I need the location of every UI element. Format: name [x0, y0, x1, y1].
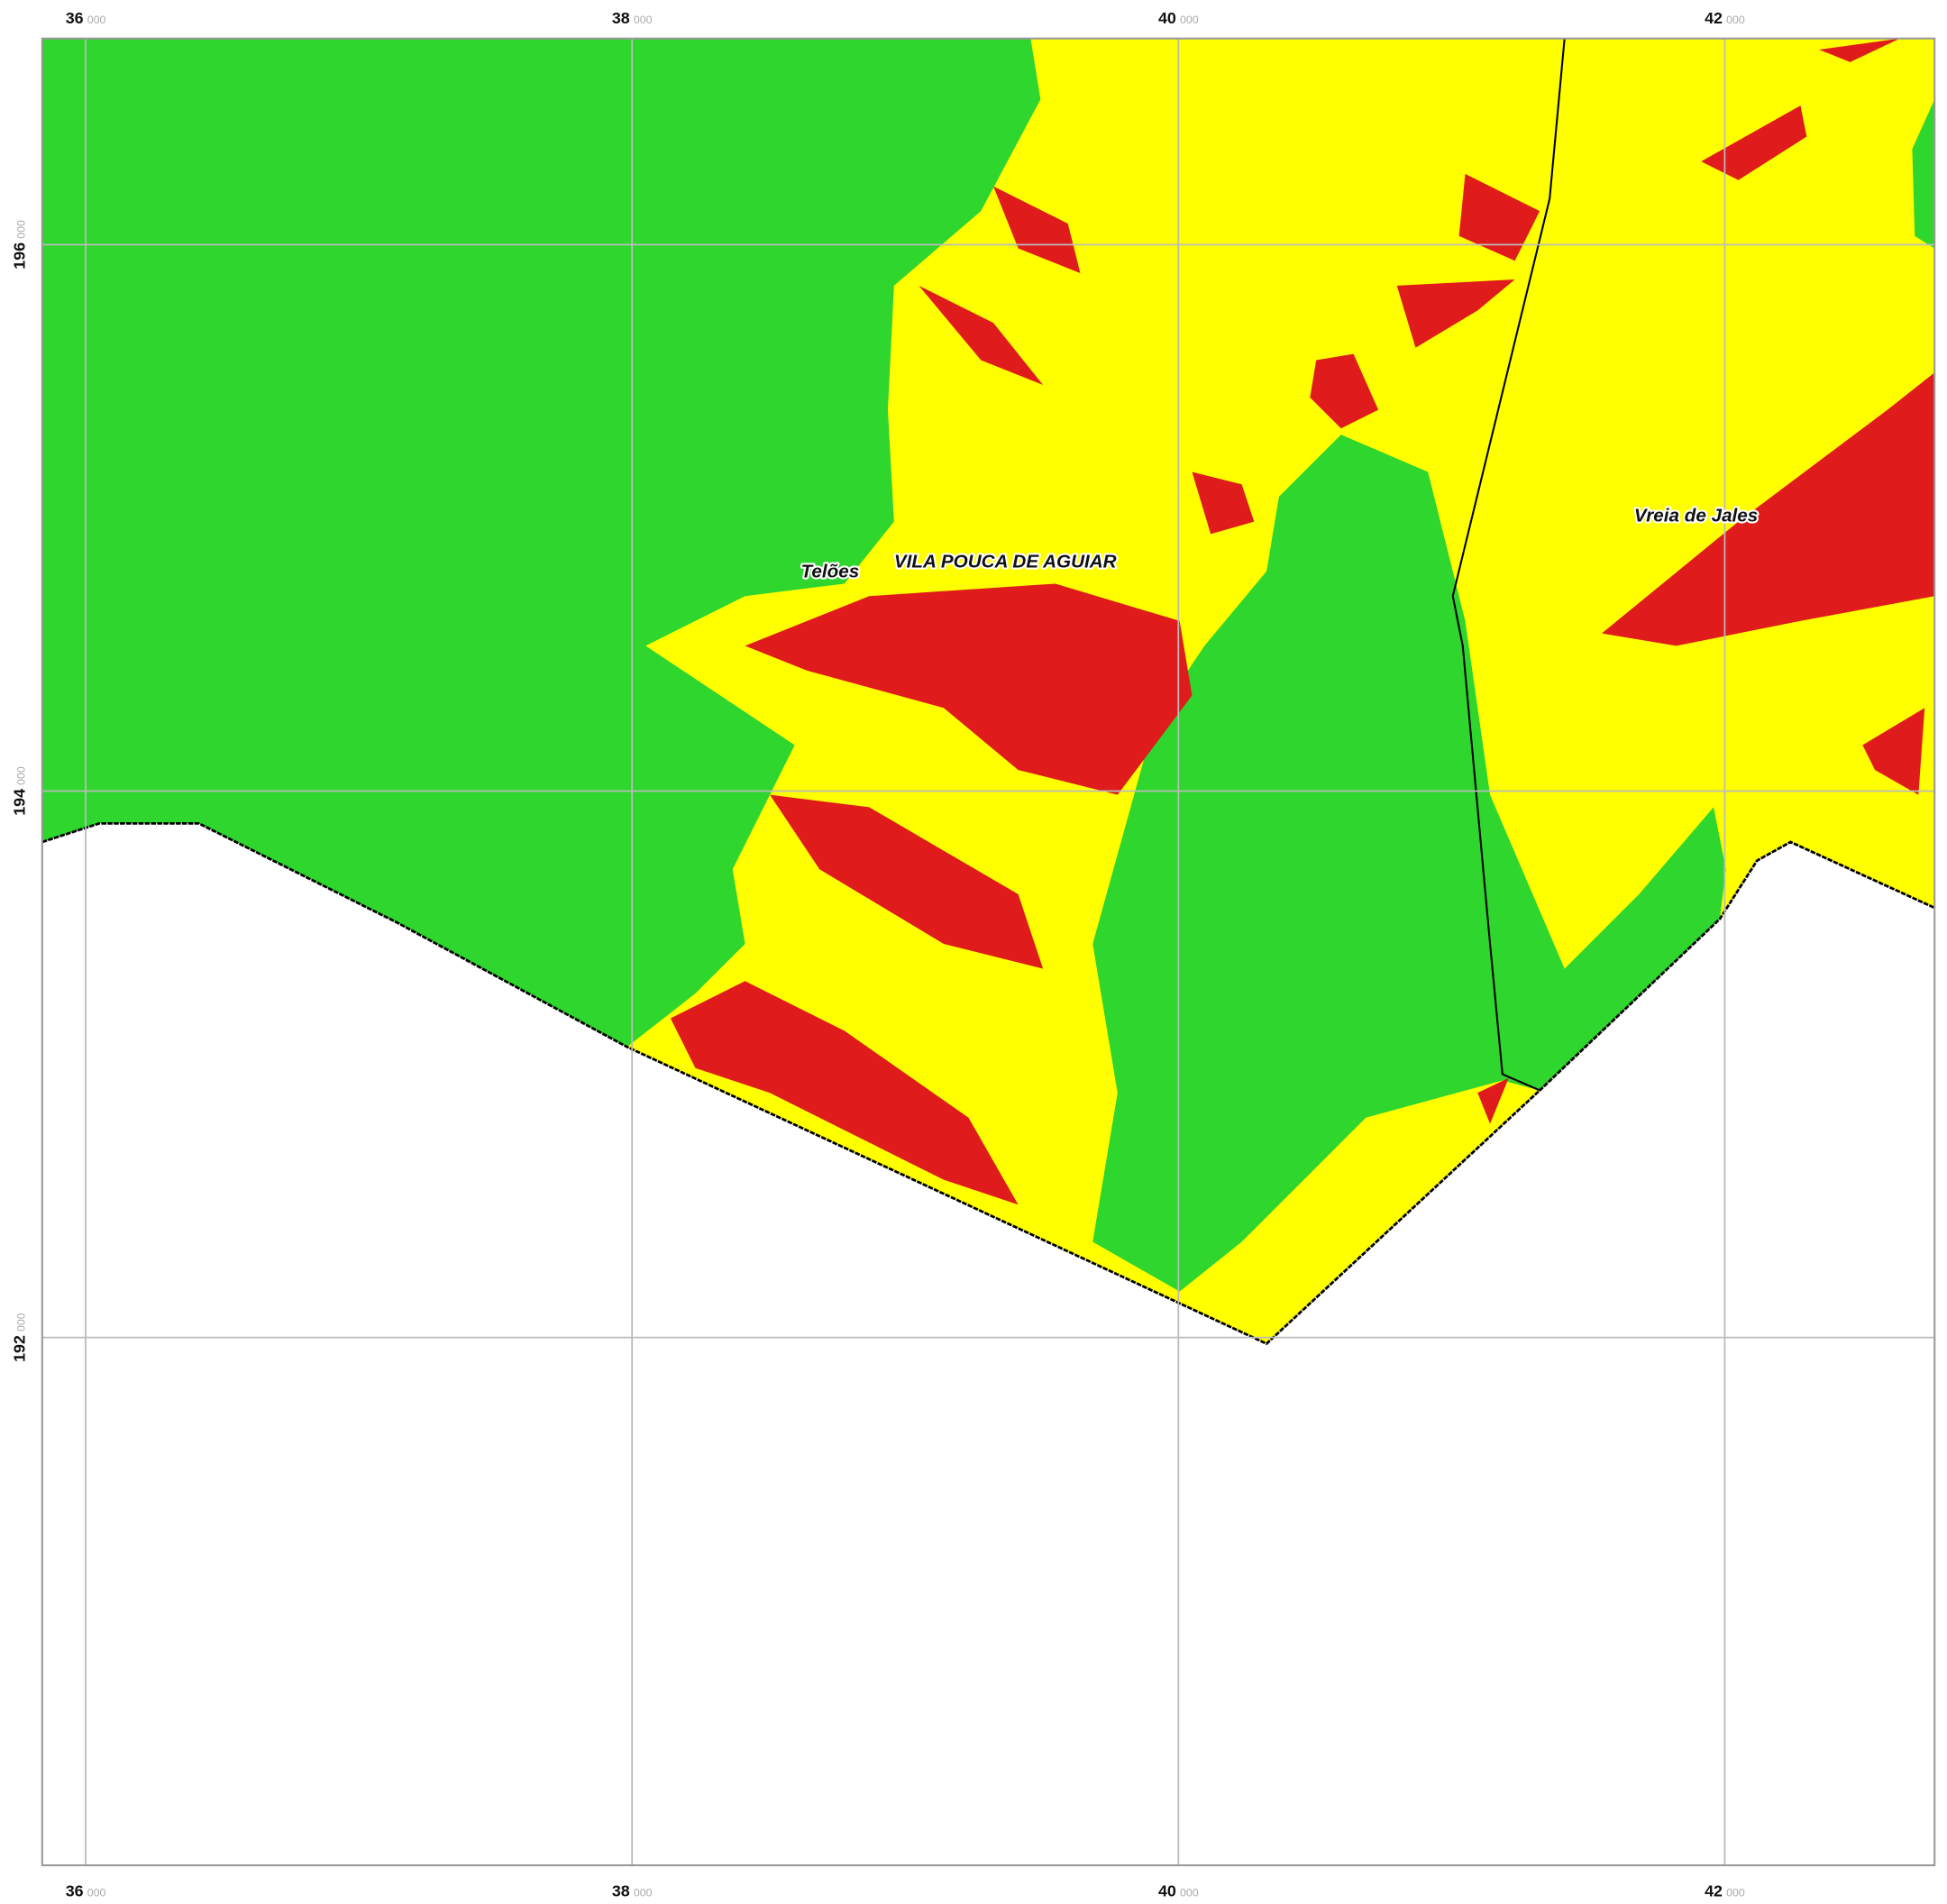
red-zone	[1862, 708, 1925, 795]
red-zone	[1819, 38, 1900, 62]
grid	[41, 38, 1935, 1866]
tick-major: 194	[11, 789, 29, 816]
tick-minor: 000	[634, 14, 653, 26]
tick-minor: 000	[87, 14, 106, 26]
green-zone	[41, 38, 1041, 1048]
y-tick-label: 196000	[11, 220, 29, 270]
tick-major: 40	[1158, 9, 1176, 27]
tick-minor: 000	[15, 766, 28, 785]
red-zone	[1192, 471, 1255, 535]
place-label: Telões	[801, 562, 860, 582]
boundary	[41, 821, 1935, 1346]
x-tick-label: 38 000	[612, 1882, 653, 1900]
map-frame	[41, 37, 1936, 1867]
green-zone	[1092, 435, 1726, 1292]
red-zone	[745, 583, 1193, 795]
red-zone	[993, 186, 1081, 274]
x-tick-label: 38 000	[612, 9, 653, 27]
red-zone	[919, 285, 1044, 386]
x-tick-label: 42 000	[1705, 1882, 1745, 1900]
tick-major: 42	[1705, 1882, 1723, 1900]
tick-minor: 000	[15, 1313, 28, 1332]
tick-major: 38	[612, 1882, 630, 1900]
x-tick-label: 40 000	[1158, 9, 1199, 27]
municipal-boundary	[1451, 38, 1566, 1092]
red-zone	[1602, 372, 1935, 646]
tick-major: 40	[1158, 1882, 1176, 1900]
place-label: VILA POUCA DE AGUIAR	[894, 552, 1117, 572]
y-tick-label: 194000	[11, 766, 29, 816]
y-tick-label: 192000	[11, 1313, 29, 1362]
red-zone	[1477, 1077, 1509, 1124]
x-tick-label: 36 000	[66, 9, 106, 27]
red-zone	[1701, 105, 1807, 180]
tick-major: 196	[11, 243, 29, 270]
red-zone	[670, 981, 1019, 1205]
red-zone	[1396, 279, 1515, 348]
tick-major: 38	[612, 9, 630, 27]
x-tick-label: 40 000	[1158, 1882, 1199, 1900]
green-zone	[1912, 99, 1935, 249]
tick-minor: 000	[1180, 1887, 1199, 1899]
tick-major: 42	[1705, 9, 1723, 27]
tick-minor: 000	[1726, 14, 1745, 26]
map-content: Telões VILA POUCA DE AGUIAR Vreia de Jal…	[11, 9, 1936, 1900]
tick-minor: 000	[1726, 1887, 1745, 1899]
tick-minor: 000	[634, 1887, 653, 1899]
tick-minor: 000	[87, 1887, 106, 1899]
x-tick-label: 42 000	[1705, 9, 1745, 27]
red-zone	[1310, 353, 1379, 429]
tick-major: 36	[66, 1882, 84, 1900]
tick-minor: 000	[15, 220, 28, 239]
tick-minor: 000	[1180, 14, 1199, 26]
tick-major: 192	[11, 1335, 29, 1362]
red-zone	[1458, 173, 1540, 261]
red-zone	[770, 794, 1044, 969]
place-label: Vreia de Jales	[1634, 506, 1758, 526]
x-tick-label: 36 000	[66, 1882, 106, 1900]
tick-major: 36	[66, 9, 84, 27]
